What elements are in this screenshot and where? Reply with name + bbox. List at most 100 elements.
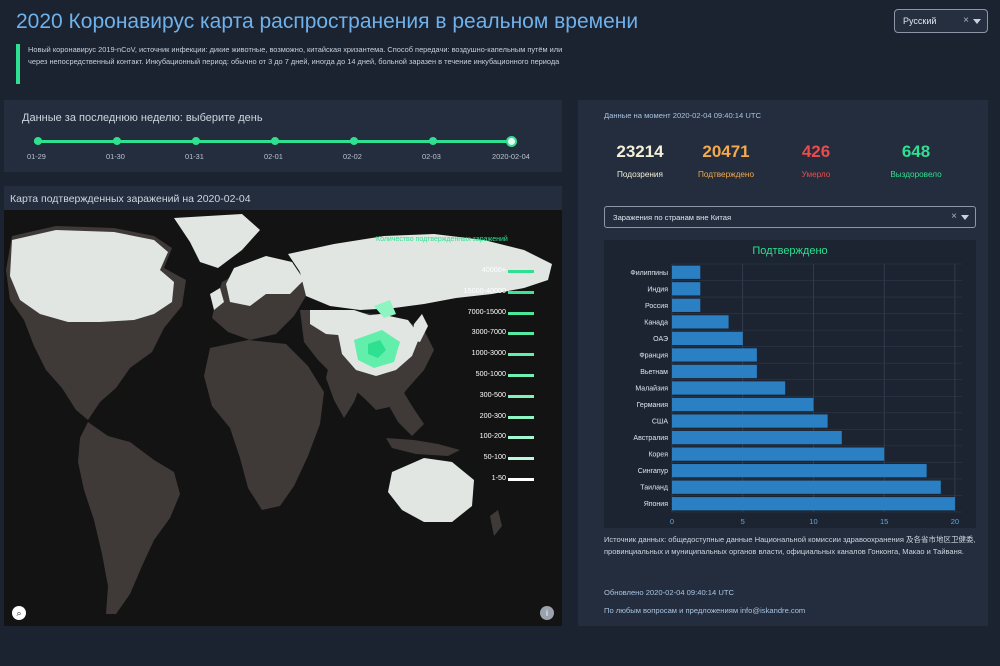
slider-dot-02-01[interactable]	[271, 137, 279, 145]
legend-swatch	[508, 436, 534, 440]
map-northeast-china	[374, 300, 396, 318]
map-japan	[412, 314, 428, 342]
slider-tick-label[interactable]: 01-31	[185, 152, 204, 161]
search-icon[interactable]: ⌕	[12, 606, 26, 620]
category-label: Япония	[644, 501, 669, 508]
legend-label: 300-500	[479, 389, 506, 399]
legend-swatch	[508, 353, 534, 357]
slider-dot-01-29[interactable]	[34, 137, 42, 145]
legend-label: 1000-3000	[471, 348, 506, 358]
stat-value: 648	[901, 142, 931, 161]
world-map-svg[interactable]	[4, 210, 562, 626]
x-tick-label: 20	[951, 517, 959, 526]
legend-label: 200-300	[479, 410, 506, 420]
legend-label: 100-200	[479, 431, 506, 441]
week-slider-panel: Данные за последнюю неделю: выберите ден…	[4, 100, 562, 172]
legend-swatch	[508, 478, 534, 481]
language-select[interactable]: Русский ×	[894, 9, 988, 33]
category-label: Франция	[639, 352, 668, 359]
legend-swatch	[508, 415, 534, 419]
map-canada	[10, 230, 174, 322]
clear-icon[interactable]: ×	[963, 15, 969, 26]
x-tick-label: 10	[809, 517, 817, 526]
legend-label: 15000-40000	[463, 285, 506, 295]
chart-title: Подтверждено	[752, 245, 827, 257]
bar	[672, 414, 828, 428]
map-hubei-hotspot	[368, 340, 386, 358]
world-map[interactable]: Количество подтвержденных заражений 4000…	[4, 210, 562, 626]
map-indonesia	[386, 438, 460, 456]
intro-text: Новый коронавирус 2019-nCoV, источник ин…	[16, 44, 576, 84]
slider-tick-label[interactable]: 02-02	[343, 152, 362, 161]
week-slider-label: Данные за последнюю неделю: выберите ден…	[22, 112, 263, 124]
map-se-asia	[382, 380, 424, 436]
legend-label: 500-1000	[475, 369, 506, 378]
legend-swatch	[508, 311, 534, 315]
stat-caption: Выздоровело	[890, 170, 942, 179]
as-of-timestamp: Данные на момент 2020-02-04 09:40:14 UTC	[604, 111, 761, 120]
map-uk	[210, 288, 224, 310]
slider-tick-label[interactable]: 02-01	[264, 152, 283, 161]
slider-dot-01-31[interactable]	[192, 137, 200, 145]
legend-swatch	[508, 374, 534, 377]
map-europe-light	[226, 256, 304, 306]
stat-value: 426	[801, 142, 831, 161]
country-filter-value: Заражения по странам вне Китая	[613, 213, 732, 222]
contact-text: По любым вопросам и предложениям info@is…	[604, 606, 806, 615]
language-value: Русский	[903, 16, 937, 26]
stats-panel: Данные на момент 2020-02-04 09:40:14 UTC…	[578, 100, 988, 626]
stat-card: 648 Выздоровело	[876, 142, 956, 179]
stat-card: 20471 Подтверждено	[686, 142, 766, 179]
map-south-america	[78, 422, 180, 614]
bar	[672, 265, 701, 279]
category-label: Австралия	[633, 435, 668, 442]
country-filter-select[interactable]: Заражения по странам вне Китая ×	[604, 206, 976, 228]
slider-dot-2020-02-04[interactable]	[506, 136, 517, 147]
bar-chart-svg: Подтверждено 0 5 10 15 20 Филиппины Индия Россия…	[630, 245, 962, 526]
bar	[672, 430, 842, 445]
bar	[672, 497, 955, 511]
info-icon[interactable]: i	[540, 606, 554, 620]
slider-dot-02-02[interactable]	[350, 137, 358, 145]
legend-label: 7000-15000	[467, 306, 506, 316]
slider-tick-label[interactable]: 2020-02-04	[492, 152, 530, 161]
slider-dot-02-03[interactable]	[429, 137, 437, 145]
slider-tick-label[interactable]: 01-29	[27, 152, 46, 161]
category-label: Корея	[648, 452, 668, 459]
category-label: США	[652, 419, 668, 426]
legend-label: 40000+	[481, 265, 506, 274]
bar	[672, 315, 729, 329]
stat-value: 20471	[702, 142, 750, 161]
stat-card: 426 Умерло	[776, 142, 856, 179]
clear-icon[interactable]: ×	[951, 211, 957, 222]
bar	[672, 298, 701, 312]
category-label: Россия	[645, 303, 668, 310]
slider-tick-label[interactable]: 01-30	[106, 152, 125, 161]
slider-tick-label[interactable]: 02-03	[422, 152, 441, 161]
chevron-down-icon[interactable]	[961, 215, 969, 220]
map-australia	[388, 458, 474, 522]
page-title: 2020 Коронавирус карта распространения в…	[16, 10, 639, 33]
legend-label: 1-50	[491, 473, 506, 482]
chevron-down-icon[interactable]	[973, 19, 981, 24]
category-label: ОАЭ	[653, 336, 668, 343]
legend-swatch	[508, 270, 534, 273]
updated-timestamp: Обновлено 2020-02-04 09:40:14 UTC	[604, 588, 734, 597]
map-india	[326, 358, 364, 418]
bar	[672, 381, 786, 395]
category-label: Филиппины	[630, 270, 668, 277]
bar	[672, 480, 941, 494]
map-new-zealand	[490, 510, 502, 536]
map-russia	[288, 234, 552, 310]
bar	[672, 364, 757, 379]
stat-caption: Подозрения	[617, 170, 663, 179]
map-title: Карта подтвержденных заражений на 2020-0…	[10, 193, 251, 205]
map-greenland	[174, 214, 260, 268]
legend-swatch	[508, 457, 534, 461]
category-label: Таиланд	[640, 485, 668, 492]
confirmed-bar-chart: Подтверждено 0 5 10 15 20 Филиппины Индия Россия…	[604, 240, 976, 528]
category-label: Канада	[644, 319, 668, 326]
slider-dot-01-30[interactable]	[113, 137, 121, 145]
map-legend-title: Количество подтвержденных заражений	[376, 236, 508, 243]
legend-swatch	[508, 332, 534, 336]
